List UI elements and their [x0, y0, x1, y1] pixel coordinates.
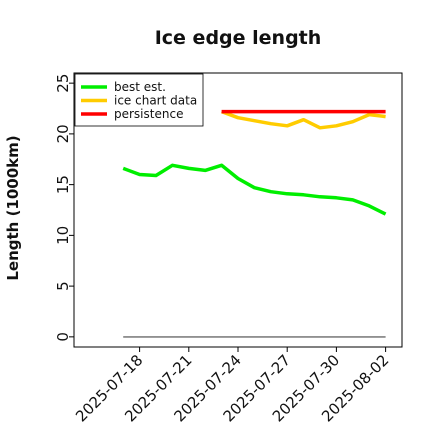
y-tick-label: 25: [54, 74, 72, 93]
y-tick-label: 15: [54, 175, 72, 194]
legend-label-best-est-: best est.: [114, 80, 166, 94]
legend-label-persistence: persistence: [114, 107, 183, 121]
legend-label-ice-chart-data: ice chart data: [114, 94, 197, 108]
chart-title: Ice edge length: [155, 27, 322, 49]
data-series: [122, 109, 387, 338]
series-line-ice-chart-data: [220, 109, 386, 130]
y-axis-label: Length (1000km): [4, 135, 22, 280]
y-tick-label: 10: [54, 226, 72, 245]
series-line-best-est-: [122, 163, 387, 216]
y-tick-label: 0: [54, 332, 72, 342]
y-tick-label: 20: [54, 124, 72, 143]
y-tick-label: 5: [54, 281, 72, 291]
